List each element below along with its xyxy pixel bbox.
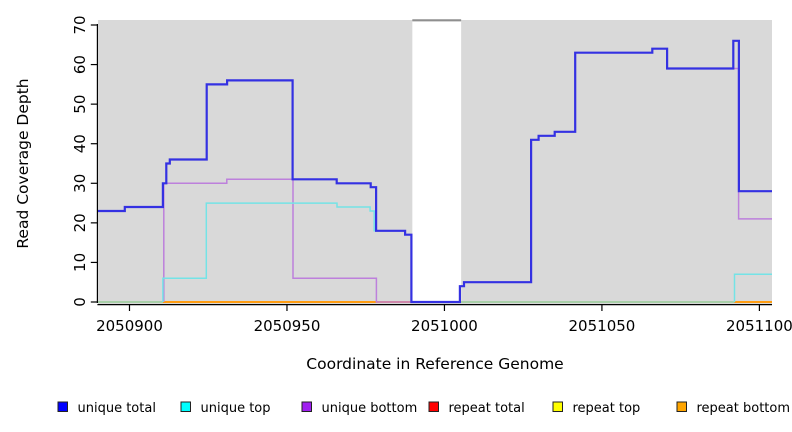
legend-label: unique top: [201, 401, 271, 416]
legend-swatch-repeat-total: [428, 401, 439, 412]
y-tick-label: 30: [71, 174, 89, 193]
x-axis-title: Coordinate in Reference Genome: [306, 355, 563, 373]
legend-swatch-repeat-top: [552, 401, 563, 412]
legend-swatch-repeat-bottom: [676, 401, 687, 412]
legend-label: repeat bottom: [697, 401, 791, 416]
legend-item-unique-bottom: unique bottom: [301, 401, 418, 416]
y-axis-title: Read Coverage Depth: [14, 78, 32, 248]
legend-label: repeat top: [573, 401, 641, 416]
x-tick-label: 2051050: [569, 317, 636, 335]
x-tick-label: 2050950: [254, 317, 321, 335]
y-tick-label: 0: [71, 297, 89, 307]
legend-label: repeat total: [449, 401, 525, 416]
legend-label: unique total: [78, 401, 156, 416]
masked-region: [412, 21, 462, 303]
legend-item-unique-total: unique total: [57, 401, 156, 416]
x-tick-label: 2050900: [96, 317, 163, 335]
x-tick-label: 2051100: [726, 317, 792, 335]
legend-swatch-unique-total: [57, 401, 68, 412]
legend-swatch-unique-bottom: [301, 401, 312, 412]
y-tick-label: 70: [71, 15, 89, 34]
legend-item-repeat-bottom: repeat bottom: [676, 401, 791, 416]
y-tick-label: 10: [71, 253, 89, 272]
series-unique-total-line: [98, 39, 772, 304]
legend-item-repeat-top: repeat top: [552, 401, 641, 416]
y-tick-label: 50: [71, 95, 89, 114]
series-unique-top-line: [733, 273, 772, 302]
y-tick-label: 60: [71, 55, 89, 74]
y-tick-label: 40: [71, 134, 89, 153]
legend-swatch-unique-top: [180, 401, 191, 412]
legend-label: unique bottom: [322, 401, 418, 416]
x-tick-label: 2051000: [411, 317, 478, 335]
y-tick-label: 20: [71, 213, 89, 232]
legend-item-unique-top: unique top: [180, 401, 271, 416]
legend-item-repeat-total: repeat total: [428, 401, 525, 416]
